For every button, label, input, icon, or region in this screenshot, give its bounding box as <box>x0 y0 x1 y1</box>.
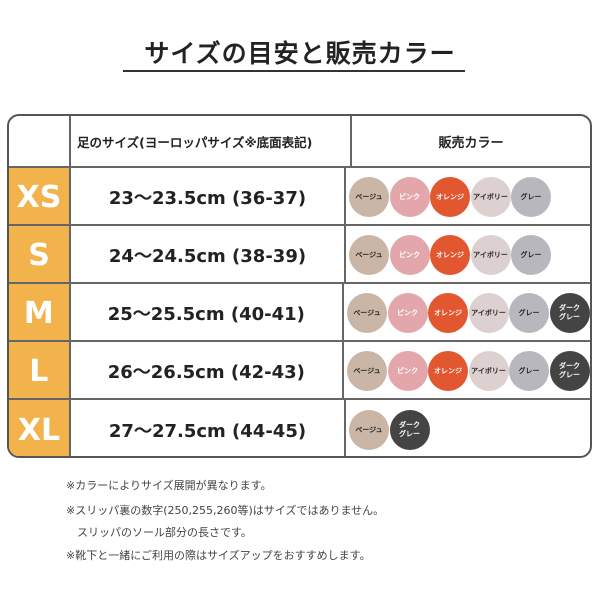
color-swatch-beige: ベージュ <box>349 177 389 217</box>
color-swatch-gray: グレー <box>509 351 549 391</box>
header-colors: 販売カラー <box>438 135 504 151</box>
table-row: XS 23〜23.5cm (36-37) ベージュ ピンク オレンジ アイボリー グレー <box>9 166 590 226</box>
color-swatch-ivory: アイボリー <box>470 177 511 217</box>
size-range: 26〜26.5cm (42-43) <box>71 342 344 400</box>
size-label: M <box>9 284 71 342</box>
color-swatch-orange: オレンジ <box>428 293 468 333</box>
table-row: M 25〜25.5cm (40-41) ベージュ ピンク オレンジ アイボリー グレーダ… <box>9 282 590 342</box>
table-row: S 24〜24.5cm (38-39) ベージュ ピンク オレンジ アイボリー グレー <box>9 224 590 284</box>
color-swatch-ivory: アイボリー <box>470 235 511 275</box>
note: ※カラーによりサイズ展開が異なります。 <box>66 479 272 492</box>
size-table: 足のサイズ(ヨーロッパサイズ※底面表記) 販売カラー XS 23〜23.5cm … <box>7 114 592 458</box>
size-label: L <box>9 342 71 400</box>
color-swatch-orange: オレンジ <box>428 351 468 391</box>
color-swatch-pink: ピンク <box>389 177 430 217</box>
color-swatch-orange: オレンジ <box>430 177 470 217</box>
table-row: L 26〜26.5cm (42-43) ベージュ ピンク オレンジ アイボリー グレーダ… <box>9 340 590 400</box>
note: ※靴下と一緒にご利用の際はサイズアップをおすすめします。 <box>66 549 371 562</box>
color-list: ベージュ ピンク オレンジ アイボリー グレー <box>346 168 590 226</box>
color-swatch-ivory: アイボリー <box>468 351 509 391</box>
color-list: ベージュ ピンク オレンジ アイボリー グレー ダーク グレー <box>344 342 590 400</box>
color-swatch-beige: ベージュ <box>349 235 389 275</box>
size-range: 25〜25.5cm (40-41) <box>71 284 344 342</box>
table-row: XL 27〜27.5cm (44-45) ベージュ ダーク グレー <box>9 398 590 456</box>
page-title: サイズの目安と販売カラー <box>144 39 456 68</box>
color-swatch-darkgray: ダーク グレー <box>549 293 590 333</box>
color-swatch-pink: ピンク <box>389 235 430 275</box>
color-list: ベージュ ダーク グレー <box>346 400 590 456</box>
color-swatch-gray: グレー <box>509 293 549 333</box>
color-swatch-pink: ピンク <box>387 351 428 391</box>
color-swatch-gray: グレー <box>511 235 551 275</box>
color-swatch-beige: ベージュ <box>347 351 387 391</box>
note: スリッパのソール部分の長さです。 <box>66 526 252 539</box>
table-header: 足のサイズ(ヨーロッパサイズ※底面表記) 販売カラー <box>9 116 590 166</box>
note: ※スリッパ裏の数字(250,255,260等)はサイズではありません。 <box>66 504 385 517</box>
color-swatch-beige: ベージュ <box>347 293 387 333</box>
size-range: 23〜23.5cm (36-37) <box>71 168 346 226</box>
color-swatch-ivory: アイボリー <box>468 293 509 333</box>
size-label: XL <box>9 400 71 456</box>
color-swatch-darkgray: ダーク グレー <box>549 351 590 391</box>
color-swatch-gray: グレー <box>511 177 551 217</box>
title-underline <box>123 70 465 72</box>
color-list: ベージュ ピンク オレンジ アイボリー グレー <box>346 226 590 284</box>
header-foot-size: 足のサイズ(ヨーロッパサイズ※底面表記) <box>71 116 352 166</box>
size-range: 27〜27.5cm (44-45) <box>71 400 346 456</box>
color-swatch-darkgray: ダーク グレー <box>389 410 430 450</box>
color-swatch-beige: ベージュ <box>349 410 389 450</box>
size-label: XS <box>9 168 71 226</box>
color-swatch-pink: ピンク <box>387 293 428 333</box>
color-swatch-orange: オレンジ <box>430 235 470 275</box>
size-range: 24〜24.5cm (38-39) <box>71 226 346 284</box>
header-blank <box>9 116 71 166</box>
color-list: ベージュ ピンク オレンジ アイボリー グレー ダーク グレー <box>344 284 590 342</box>
size-label: S <box>9 226 71 284</box>
